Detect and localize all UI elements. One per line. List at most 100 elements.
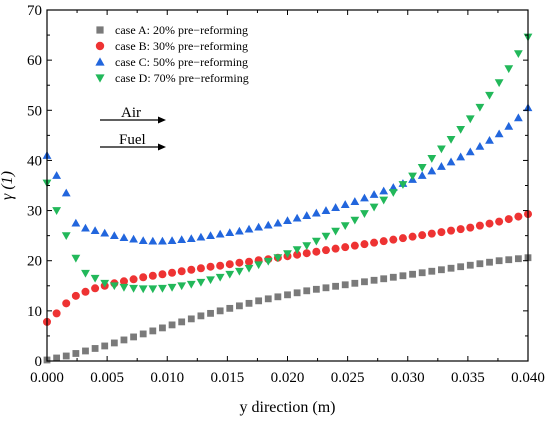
data-point xyxy=(254,222,264,231)
data-point xyxy=(62,352,70,360)
data-point xyxy=(100,228,110,237)
data-point xyxy=(331,227,340,236)
legend: case A: 20% pre−reforming case B: 30% pre… xyxy=(95,23,249,85)
data-point xyxy=(226,304,234,312)
data-point xyxy=(340,200,350,208)
data-point xyxy=(398,234,407,243)
data-point xyxy=(292,213,302,222)
data-point xyxy=(418,231,427,240)
data-point xyxy=(514,212,523,221)
data-point xyxy=(215,273,225,282)
legend-marker xyxy=(95,41,105,51)
data-point xyxy=(81,287,90,296)
data-point xyxy=(389,235,398,244)
data-point xyxy=(456,225,465,234)
legend-marker xyxy=(96,26,104,34)
data-point xyxy=(505,256,513,264)
data-point xyxy=(283,216,292,224)
series-a xyxy=(43,254,532,364)
data-point xyxy=(53,354,61,362)
data-point xyxy=(139,330,147,338)
data-point xyxy=(485,219,494,228)
data-point xyxy=(408,232,417,241)
data-point xyxy=(465,147,475,156)
data-point xyxy=(388,189,398,197)
data-point xyxy=(158,236,167,245)
data-point xyxy=(254,261,264,270)
data-point xyxy=(361,278,368,286)
axis-ticks: 0.000 0.005 0.010 0.015 0.020 0.025 0.030 0.035… xyxy=(27,3,545,386)
data-point xyxy=(303,287,311,295)
data-point xyxy=(206,276,215,285)
data-point xyxy=(178,318,186,326)
data-point xyxy=(446,157,456,166)
data-point xyxy=(82,347,89,355)
data-point xyxy=(476,260,484,268)
data-point xyxy=(72,350,80,357)
data-point xyxy=(71,254,81,263)
data-point xyxy=(418,269,426,277)
data-point xyxy=(321,232,331,241)
data-point xyxy=(129,234,138,243)
fuel-label: Fuel xyxy=(119,132,146,148)
data-point xyxy=(485,135,494,144)
data-point xyxy=(197,312,205,320)
data-point xyxy=(428,267,436,275)
data-point xyxy=(340,222,350,231)
data-point xyxy=(321,246,330,255)
data-point xyxy=(369,203,379,212)
data-point xyxy=(322,284,330,292)
data-point xyxy=(119,277,128,286)
data-point xyxy=(119,283,129,292)
data-point xyxy=(379,186,389,195)
data-point xyxy=(427,166,437,175)
data-point xyxy=(168,268,177,277)
data-point xyxy=(177,235,187,244)
data-point xyxy=(225,260,234,269)
data-point xyxy=(495,217,504,226)
data-point xyxy=(263,257,273,266)
data-point xyxy=(148,285,158,294)
data-point xyxy=(409,270,416,278)
data-point xyxy=(332,282,339,290)
data-point xyxy=(91,284,100,293)
data-point xyxy=(465,115,475,124)
data-point xyxy=(167,236,177,245)
data-point xyxy=(215,229,225,238)
data-point xyxy=(100,279,110,288)
data-point xyxy=(235,267,244,276)
data-point xyxy=(168,321,176,329)
data-point xyxy=(187,315,195,323)
data-point xyxy=(438,266,445,274)
data-point xyxy=(167,283,177,292)
data-point xyxy=(110,339,118,347)
data-point xyxy=(52,171,62,179)
data-point xyxy=(52,309,61,318)
legend-marker xyxy=(95,74,105,83)
data-point xyxy=(71,291,80,300)
data-point xyxy=(399,272,407,280)
data-point xyxy=(129,275,138,284)
data-point xyxy=(81,223,90,232)
data-point xyxy=(130,333,137,341)
data-point xyxy=(216,261,225,270)
y-tick-label: 0 xyxy=(35,354,43,370)
data-point xyxy=(312,285,320,293)
data-point xyxy=(293,289,301,297)
legend-label: case C: 50% pre−reforming xyxy=(115,55,248,69)
data-point xyxy=(388,183,398,191)
legend-label: case D: 70% pre−reforming xyxy=(115,71,249,85)
data-point xyxy=(446,135,456,144)
data-point xyxy=(494,129,504,138)
data-point xyxy=(177,267,186,276)
data-point xyxy=(475,103,485,112)
data-point xyxy=(408,172,417,181)
data-point xyxy=(417,171,427,179)
series-d xyxy=(42,33,533,294)
x-axis-title: y direction (m) xyxy=(240,399,336,416)
data-point xyxy=(504,121,514,130)
data-point xyxy=(139,273,148,282)
data-point xyxy=(245,299,253,307)
data-point xyxy=(302,242,312,251)
